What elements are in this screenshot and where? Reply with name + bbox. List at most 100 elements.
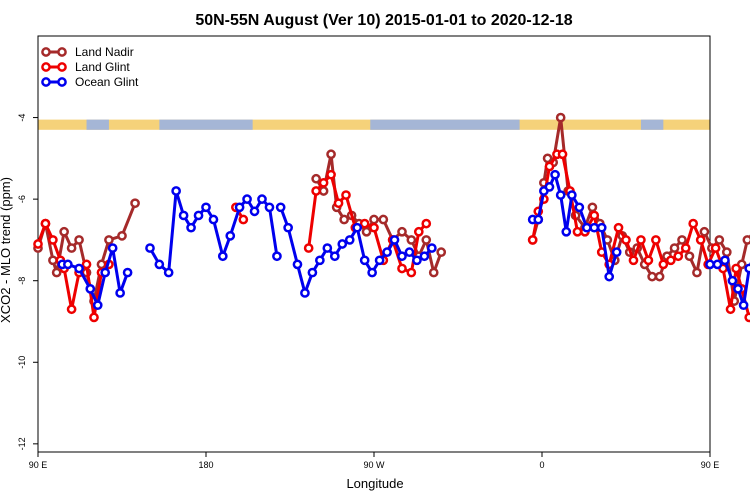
data-point xyxy=(96,259,107,270)
data-point xyxy=(272,251,282,262)
series-land-glint xyxy=(33,149,750,323)
data-point xyxy=(117,230,127,241)
data-point xyxy=(596,222,607,233)
data-point xyxy=(51,267,62,278)
data-point xyxy=(115,288,125,298)
data-point xyxy=(178,210,189,221)
data-point xyxy=(208,214,219,225)
data-point xyxy=(74,263,84,274)
data-point xyxy=(677,235,687,245)
data-point xyxy=(611,247,622,258)
data-point xyxy=(654,271,665,282)
ocean-band xyxy=(370,119,520,130)
data-point xyxy=(352,222,363,233)
data-point xyxy=(154,259,165,270)
data-point xyxy=(104,235,114,245)
data-point xyxy=(604,271,615,282)
legend-marker xyxy=(57,47,67,57)
data-point xyxy=(311,186,321,196)
data-point xyxy=(621,235,631,245)
data-point xyxy=(318,186,329,196)
x-tick-label: 90 W xyxy=(363,460,385,470)
land-ocean-band xyxy=(38,119,710,130)
data-point xyxy=(589,210,600,221)
data-point xyxy=(130,198,140,209)
data-point xyxy=(74,235,84,245)
data-point xyxy=(311,173,321,184)
data-point xyxy=(48,255,58,266)
data-point xyxy=(329,251,340,262)
data-point xyxy=(264,202,275,213)
data-point xyxy=(406,267,417,278)
data-point xyxy=(544,161,555,172)
ocean-band xyxy=(86,119,109,130)
data-point xyxy=(318,177,329,188)
data-point xyxy=(581,222,592,233)
data-point xyxy=(550,169,560,180)
data-point xyxy=(692,267,702,278)
data-point xyxy=(544,182,555,192)
data-point xyxy=(367,267,377,278)
ocean-band xyxy=(159,119,253,130)
data-point xyxy=(744,263,750,274)
x-tick-label: 180 xyxy=(198,460,213,470)
x-tick-label: 90 E xyxy=(29,460,48,470)
data-point xyxy=(731,263,741,274)
data-point xyxy=(589,222,600,233)
data-point xyxy=(613,222,624,233)
data-point xyxy=(428,267,439,278)
data-point xyxy=(369,214,379,225)
data-point xyxy=(436,247,447,258)
legend-marker xyxy=(41,77,51,87)
data-point xyxy=(369,222,379,233)
data-point xyxy=(699,226,710,237)
data-point xyxy=(283,222,293,233)
data-point xyxy=(712,259,723,270)
data-point xyxy=(107,243,118,253)
data-point xyxy=(628,255,639,266)
data-point xyxy=(201,202,211,213)
data-point xyxy=(574,202,585,213)
y-tick-label: -8 xyxy=(17,277,27,285)
data-point xyxy=(234,202,245,213)
data-point xyxy=(727,275,738,286)
x-axis: 90 E 180 90 W 0 90 E xyxy=(29,452,720,470)
data-point xyxy=(40,218,51,229)
data-point xyxy=(225,230,236,241)
data-point xyxy=(738,300,749,311)
data-point xyxy=(378,214,389,225)
data-point xyxy=(315,255,325,266)
data-point xyxy=(636,235,646,245)
data-point xyxy=(587,202,598,213)
data-point xyxy=(669,243,680,253)
data-point xyxy=(186,222,196,233)
y-tick-label: -10 xyxy=(17,356,27,369)
data-point xyxy=(344,235,355,245)
data-point xyxy=(744,312,750,323)
data-point xyxy=(238,214,249,225)
data-point xyxy=(533,214,544,225)
legend-marker xyxy=(41,47,51,57)
data-point xyxy=(275,202,286,213)
x-tick-label: 90 E xyxy=(701,460,720,470)
data-point xyxy=(714,235,725,245)
y-axis-label: XCO2 - MLO trend (ppm) xyxy=(0,177,13,323)
data-point xyxy=(193,210,204,221)
data-point xyxy=(389,235,400,245)
data-point xyxy=(337,239,348,249)
data-point xyxy=(720,255,730,266)
data-point xyxy=(688,218,699,229)
data-point xyxy=(66,304,77,315)
data-point xyxy=(307,267,318,278)
data-point xyxy=(59,226,69,237)
data-point xyxy=(66,243,77,253)
data-point xyxy=(63,259,73,270)
data-point xyxy=(300,288,310,298)
data-point xyxy=(725,304,736,315)
legend-marker xyxy=(57,62,67,72)
data-point xyxy=(85,284,96,294)
data-point xyxy=(555,190,566,200)
chart-title: 50N-55N August (Ver 10) 2015-01-01 to 20… xyxy=(195,12,572,29)
data-point xyxy=(557,149,568,160)
